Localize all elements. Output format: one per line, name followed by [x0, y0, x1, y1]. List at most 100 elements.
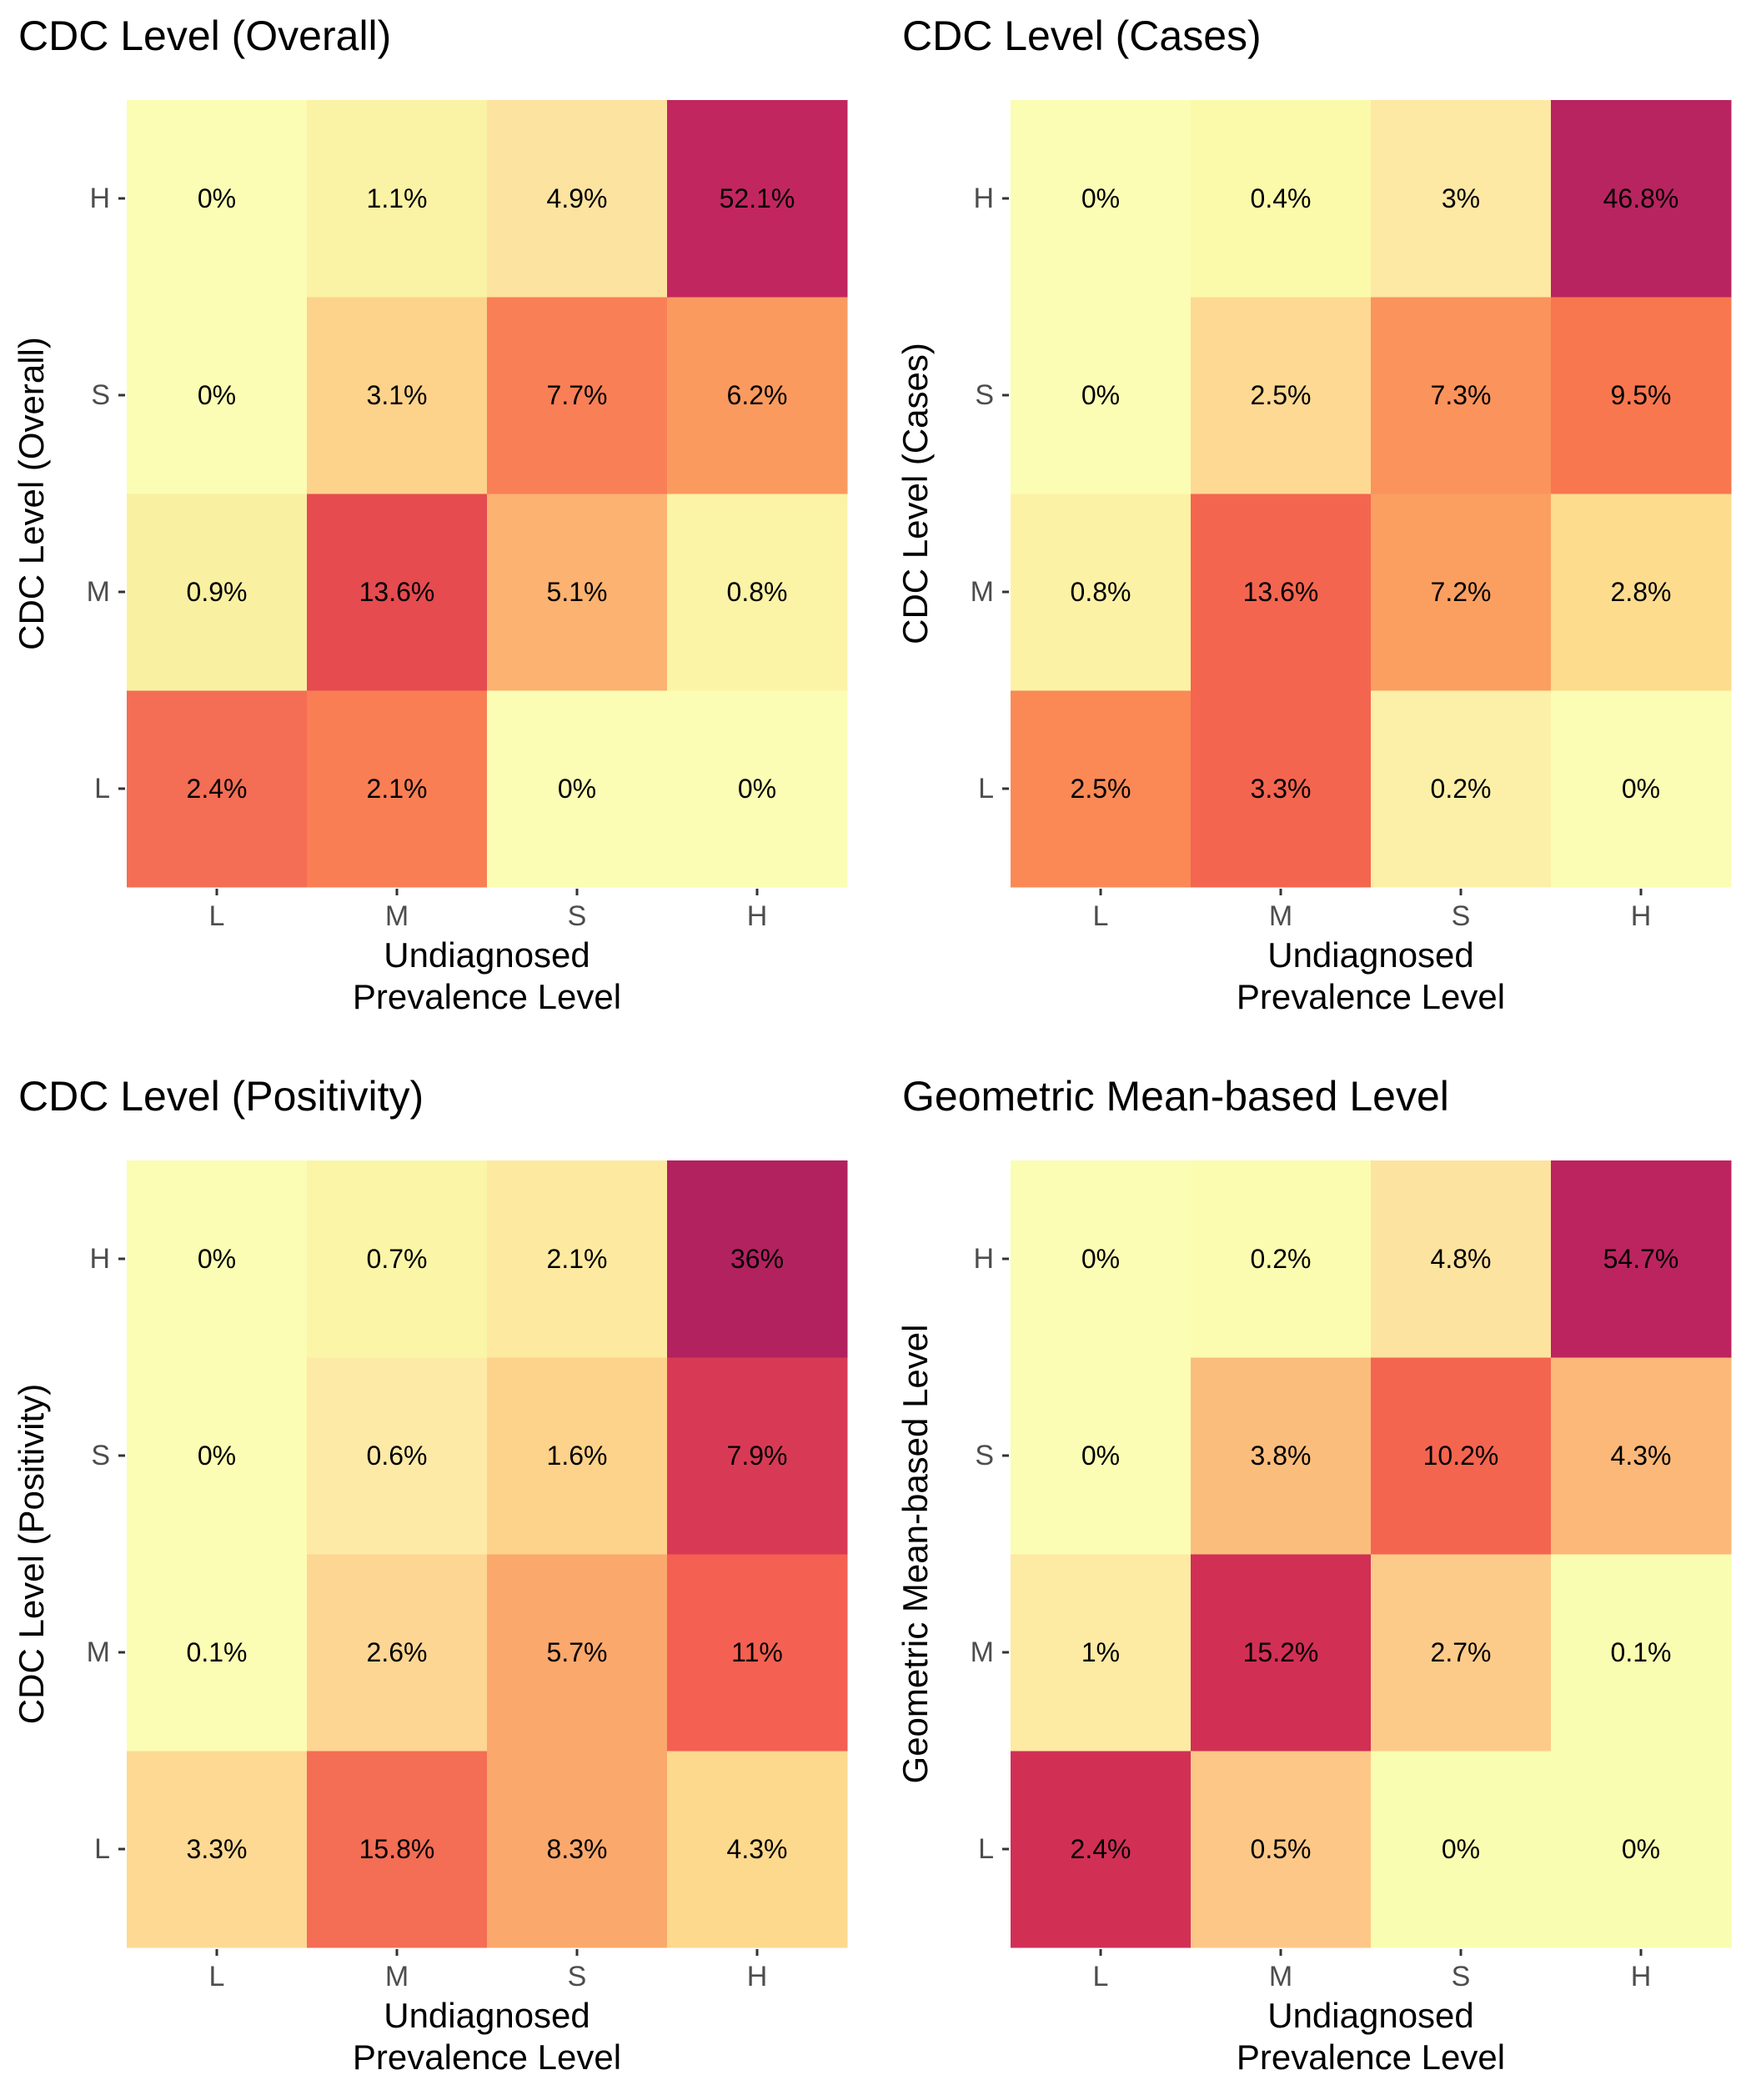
- heatmap-cell-L-H: [667, 690, 848, 888]
- x-axis-title: Undiagnosed Prevalence Level: [1237, 1996, 1505, 2077]
- heatmap-cell-M-H: [1551, 494, 1732, 691]
- heatmap-cell-L-M: [307, 690, 488, 888]
- heatmap-cell-H-L: [1011, 1160, 1192, 1358]
- panel-title: Geometric Mean-based Level: [902, 1073, 1449, 1120]
- cell-value-label: 4.3%: [727, 1834, 788, 1864]
- cell-value-label: 5.1%: [547, 577, 608, 607]
- panel-title: CDC Level (Overall): [18, 13, 391, 59]
- y-tick-label: H: [973, 183, 994, 214]
- cell-value-label: 1%: [1081, 1637, 1120, 1667]
- x-tick-label: S: [1452, 1961, 1471, 1992]
- cell-value-label: 0.7%: [367, 1244, 428, 1274]
- y-tick-label: L: [978, 1833, 994, 1865]
- heatmap-cell-L-L: [127, 1751, 308, 1948]
- x-axis-title: Undiagnosed Prevalence Level: [1237, 935, 1505, 1016]
- y-tick-label: S: [91, 1440, 110, 1471]
- x-axis-title: Undiagnosed Prevalence Level: [353, 1996, 621, 2077]
- cell-value-label: 0%: [198, 183, 236, 213]
- heatmap-cell-M-M: [307, 494, 488, 691]
- cell-value-label: 2.7%: [1431, 1637, 1492, 1667]
- heatmap-cell-L-S: [1371, 690, 1552, 888]
- cell-value-label: 3.3%: [1251, 774, 1312, 804]
- cell-value-label: 10.2%: [1423, 1441, 1499, 1471]
- cell-value-label: 7.7%: [547, 380, 608, 410]
- cell-value-label: 7.3%: [1431, 380, 1492, 410]
- heatmap-cell-M-L: [127, 494, 308, 691]
- x-tick-label: H: [1631, 1961, 1652, 1992]
- cell-value-label: 0%: [1442, 1834, 1480, 1864]
- cell-value-label: 0%: [1622, 774, 1660, 804]
- heatmap-cell-S-H: [667, 1357, 848, 1555]
- heatmap-cell-S-M: [307, 297, 488, 494]
- y-tick-label: H: [973, 1243, 994, 1275]
- heatmap-cell-S-M: [1191, 1357, 1372, 1555]
- heatmap-cell-H-H: [1551, 100, 1732, 298]
- heatmap-cell-H-M: [1191, 1160, 1372, 1358]
- heatmap-cell-H-S: [487, 100, 668, 298]
- cell-value-label: 2.4%: [1071, 1834, 1131, 1864]
- cell-value-label: 15.8%: [359, 1834, 435, 1864]
- cell-value-label: 0%: [198, 1244, 236, 1274]
- cell-value-label: 8.3%: [547, 1834, 608, 1864]
- cell-value-label: 0%: [1081, 183, 1120, 213]
- heatmap-cell-H-L: [127, 100, 308, 298]
- cell-value-label: 0%: [1622, 1834, 1660, 1864]
- cell-value-label: 0.5%: [1251, 1834, 1312, 1864]
- cell-value-label: 3.1%: [367, 380, 428, 410]
- heatmap-cell-H-H: [1551, 1160, 1732, 1358]
- heatmap-cell-S-L: [1011, 297, 1192, 494]
- heatmap-panel-4: Geometric Mean-based Level 2.4% 0.5% 0% 0% 1%…: [896, 1073, 1732, 2077]
- cell-value-label: 2.5%: [1071, 774, 1131, 804]
- heatmap-cell-H-S: [1371, 1160, 1552, 1358]
- cell-value-label: 4.9%: [547, 183, 608, 213]
- cell-value-label: 0%: [1081, 380, 1120, 410]
- heatmap-cell-H-M: [1191, 100, 1372, 298]
- cell-value-label: 0.4%: [1251, 183, 1312, 213]
- y-tick-label: L: [978, 773, 994, 804]
- heatmap-cell-L-M: [1191, 690, 1372, 888]
- cell-value-label: 4.8%: [1431, 1244, 1492, 1274]
- cell-value-label: 15.2%: [1243, 1637, 1319, 1667]
- heatmap-cell-L-S: [487, 690, 668, 888]
- cell-value-label: 4.3%: [1611, 1441, 1672, 1471]
- heatmap-cell-L-H: [667, 1751, 848, 1948]
- heatmap-cell-M-S: [487, 1554, 668, 1752]
- cell-value-label: 0%: [738, 774, 776, 804]
- cell-value-label: 54.7%: [1603, 1244, 1679, 1274]
- cell-value-label: 3%: [1442, 183, 1480, 213]
- x-tick-label: L: [209, 1961, 225, 1992]
- cell-value-label: 2.5%: [1251, 380, 1312, 410]
- x-tick-label: S: [568, 1961, 587, 1992]
- y-axis-title: CDC Level (Cases): [896, 343, 935, 644]
- x-tick-label: S: [1452, 900, 1471, 932]
- cell-value-label: 13.6%: [359, 577, 435, 607]
- heatmap-cell-M-M: [1191, 494, 1372, 691]
- cell-value-label: 1.6%: [547, 1441, 608, 1471]
- heatmap-cell-M-L: [1011, 494, 1192, 691]
- x-tick-label: M: [385, 900, 409, 932]
- heatmap-cell-L-M: [1191, 1751, 1372, 1948]
- cell-value-label: 1.1%: [367, 183, 428, 213]
- heatmap-panel-3: CDC Level (Positivity) 3.3% 15.8% 8.3% 4.3% 0…: [12, 1073, 848, 2077]
- x-tick-label: S: [568, 900, 587, 932]
- heatmap-cell-S-M: [307, 1357, 488, 1555]
- heatmap-cell-H-M: [307, 100, 488, 298]
- cell-value-label: 13.6%: [1243, 577, 1319, 607]
- cell-value-label: 0%: [1081, 1441, 1120, 1471]
- heatmap-cell-H-M: [307, 1160, 488, 1358]
- y-tick-label: M: [971, 1636, 994, 1668]
- cell-value-label: 11%: [731, 1637, 783, 1667]
- cell-value-label: 7.2%: [1431, 577, 1492, 607]
- x-tick-label: M: [385, 1961, 409, 1992]
- heatmap-cell-M-H: [667, 1554, 848, 1752]
- heatmap-cell-H-L: [1011, 100, 1192, 298]
- y-axis-title: CDC Level (Positivity): [12, 1384, 51, 1724]
- cell-value-label: 0%: [558, 774, 596, 804]
- cell-value-label: 0.2%: [1431, 774, 1492, 804]
- heatmap-cell-M-M: [307, 1554, 488, 1752]
- heatmap-cell-S-H: [1551, 297, 1732, 494]
- x-tick-label: M: [1269, 1961, 1292, 1992]
- panel-title: CDC Level (Positivity): [18, 1073, 424, 1120]
- heatmap-cell-S-H: [1551, 1357, 1732, 1555]
